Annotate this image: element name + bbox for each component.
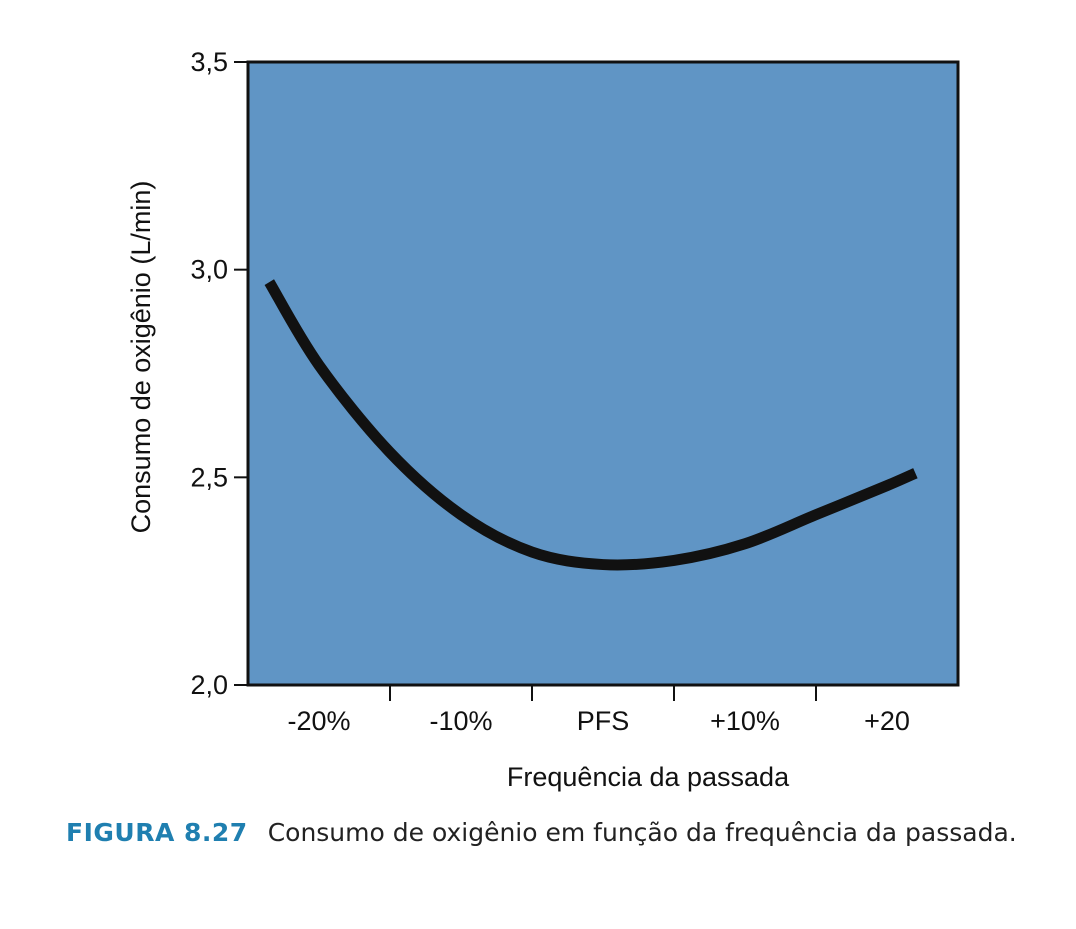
figure-label: FIGURA 8.27 — [66, 818, 248, 847]
y-tick-label: 2,0 — [190, 670, 228, 700]
x-tick-label: +20 — [864, 706, 910, 736]
plot-area — [246, 60, 960, 687]
figure-caption-text: Consumo de oxigênio em função da frequên… — [267, 818, 1017, 847]
series-line — [264, 279, 918, 571]
x-axis: -20% -10% PFS +10% +20 — [287, 685, 910, 736]
y-tick-label: 2,5 — [190, 462, 228, 492]
series-layer — [264, 279, 918, 571]
x-tick-label: PFS — [577, 706, 630, 736]
x-axis-label: Frequência da passada — [507, 762, 790, 792]
x-tick-label: -20% — [287, 706, 350, 736]
figure-caption: FIGURA 8.27 Consumo de oxigênio em função… — [66, 815, 1026, 851]
y-axis: 2,0 2,5 3,0 3,5 — [190, 47, 248, 700]
y-tick-label: 3,0 — [190, 255, 228, 285]
y-axis-label: Consumo de oxigênio (L/min) — [126, 181, 156, 534]
x-tick-label: -10% — [429, 706, 492, 736]
x-tick-label: +10% — [710, 706, 780, 736]
y-tick-label: 3,5 — [190, 47, 228, 77]
chart: 2,0 2,5 3,0 3,5 -20% -10% PFS +10% +20 Frequênc… — [126, 47, 960, 792]
